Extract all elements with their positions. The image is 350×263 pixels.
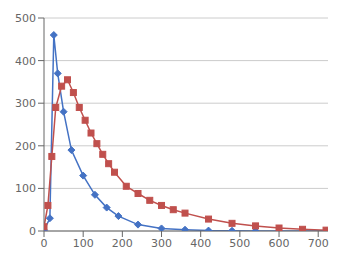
svg-text:700: 700: [308, 237, 329, 250]
svg-text:400: 400: [190, 237, 211, 250]
svg-text:500: 500: [15, 12, 36, 25]
svg-text:200: 200: [15, 140, 36, 153]
svg-text:600: 600: [269, 237, 290, 250]
svg-text:0: 0: [29, 225, 36, 238]
svg-text:100: 100: [15, 182, 36, 195]
svg-text:300: 300: [151, 237, 172, 250]
svg-text:400: 400: [15, 55, 36, 68]
svg-text:500: 500: [229, 237, 250, 250]
svg-text:200: 200: [112, 237, 133, 250]
svg-text:300: 300: [15, 97, 36, 110]
svg-text:0: 0: [41, 237, 48, 250]
svg-text:100: 100: [73, 237, 94, 250]
